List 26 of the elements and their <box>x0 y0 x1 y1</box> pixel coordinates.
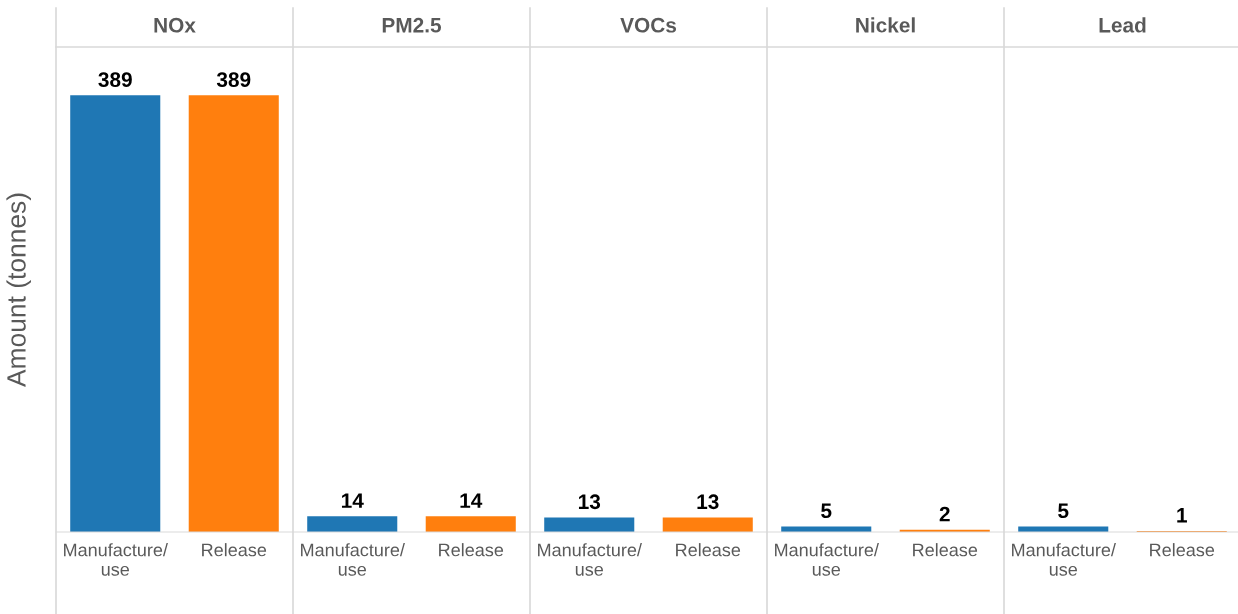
chart-title: NOx <box>154 17 196 33</box>
x-tick-label: Manufacture/ use <box>538 543 642 576</box>
x-tick-label: Manufacture/ use <box>1012 543 1116 576</box>
data-label: 1 <box>1177 508 1187 523</box>
chart-title: Lead <box>1099 17 1146 33</box>
data-label: 14 <box>341 493 364 508</box>
x-tick-label: Release <box>1150 543 1215 557</box>
data-label: 5 <box>1058 503 1069 519</box>
x-tick-label: Release <box>913 543 978 557</box>
data-label: 5 <box>821 503 832 519</box>
chart-title: VOCs <box>620 17 677 33</box>
data-label: 389 <box>216 72 251 88</box>
data-label: 2 <box>939 506 950 522</box>
x-tick-label: Manufacture/ use <box>775 543 879 576</box>
x-tick-label: Manufacture/ use <box>64 543 168 576</box>
data-label: 13 <box>578 494 601 510</box>
data-label: 389 <box>98 72 132 88</box>
data-label: 14 <box>460 493 483 508</box>
x-tick-label: Release <box>202 543 267 557</box>
chart-title: Nickel <box>856 17 915 33</box>
x-tick-label: Release <box>676 543 741 557</box>
chart-title: PM2.5 <box>382 17 442 33</box>
x-tick-label: Release <box>439 543 504 557</box>
y-axis-title: Amount (tonnes) <box>6 193 31 387</box>
x-tick-label: Manufacture/ use <box>301 543 405 576</box>
data-label: 13 <box>697 494 719 510</box>
